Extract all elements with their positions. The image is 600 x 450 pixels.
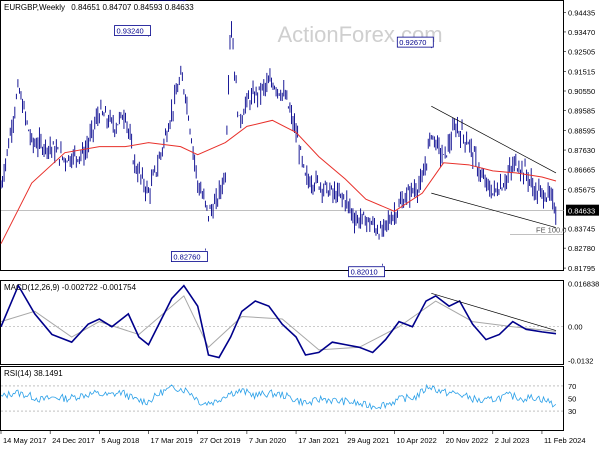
x-tick-label: 27 Oct 2019 bbox=[200, 436, 241, 445]
macd-signal-line bbox=[0, 295, 557, 351]
price-tick-label: 0.85675 bbox=[568, 186, 595, 195]
chart-title: EURGBP,Weekly 0.84651 0.84707 0.84593 0.… bbox=[4, 3, 194, 12]
rsi-tick-label: 30 bbox=[568, 407, 576, 416]
wedge-lower-line bbox=[431, 192, 557, 228]
annotation-box bbox=[348, 266, 385, 278]
x-tick-label: 5 Aug 2018 bbox=[101, 436, 139, 445]
macd-label: MACD(12,26,9) -0.002722 -0.001754 bbox=[4, 283, 137, 292]
x-tick-label: 29 Aug 2021 bbox=[347, 436, 389, 445]
price-tick-label: 0.93470 bbox=[568, 28, 595, 37]
price-tick-label: 0.83745 bbox=[568, 225, 595, 234]
price-panel-frame bbox=[0, 0, 564, 271]
annotation-label: 0.82760 bbox=[173, 253, 200, 262]
rsi-series bbox=[0, 383, 564, 412]
chart-ohlc: 0.84651 0.84707 0.84593 0.84633 bbox=[71, 3, 194, 12]
annotation-box bbox=[396, 36, 434, 48]
x-tick-label: 11 Feb 2024 bbox=[544, 436, 586, 445]
price-tick-label: 0.90550 bbox=[568, 87, 595, 96]
price-tick-label: 0.82780 bbox=[568, 244, 595, 253]
x-tick-label: 24 Dec 2017 bbox=[52, 436, 95, 445]
macd-line bbox=[0, 283, 557, 359]
x-tick-label: 14 May 2017 bbox=[3, 436, 46, 445]
last-price-label: 0.84633 bbox=[568, 207, 595, 216]
macd-series bbox=[0, 283, 564, 359]
annotation-label: 0.82010 bbox=[351, 268, 378, 277]
annotation-box bbox=[170, 251, 208, 262]
price-tick-label: 0.92505 bbox=[568, 47, 595, 56]
wedge-upper-line bbox=[431, 105, 557, 174]
rsi-y-ticks: 70 50 30 bbox=[568, 382, 576, 416]
last-price-box bbox=[566, 204, 599, 216]
macd-panel-frame bbox=[0, 280, 564, 365]
x-tick-label: 2 Jul 2023 bbox=[495, 436, 530, 445]
x-tick-label: 10 Apr 2022 bbox=[396, 436, 436, 445]
price-tick-label: 0.94435 bbox=[568, 8, 595, 17]
rsi-line bbox=[0, 383, 557, 411]
chart-title-symbol: EURGBP,Weekly bbox=[4, 3, 65, 12]
annotation-box bbox=[114, 25, 151, 36]
price-y-ticks: 0.94435 0.93470 0.92505 0.91515 0.90550 0.895… bbox=[563, 8, 599, 273]
fe-label: FE 100.0 bbox=[536, 226, 566, 235]
annotation-label: 0.92670 bbox=[399, 38, 426, 47]
x-tick-label: 7 Jun 2020 bbox=[249, 436, 286, 445]
x-axis-ticks: 14 May 2017 24 Dec 2017 5 Aug 2018 17 Mar 2… bbox=[0, 430, 586, 445]
price-tick-label: 0.87630 bbox=[568, 146, 595, 155]
rsi-panel-frame bbox=[0, 366, 564, 431]
ma-line bbox=[0, 119, 557, 244]
rsi-tick-label: 50 bbox=[568, 395, 576, 404]
annotation-label: 0.93240 bbox=[117, 27, 144, 36]
price-bars bbox=[0, 21, 557, 240]
price-tick-label: 0.88595 bbox=[568, 127, 595, 136]
x-tick-label: 17 Jan 2021 bbox=[298, 436, 339, 445]
macd-y-ticks: 0.016838 0.00 -0.0132 bbox=[568, 279, 599, 365]
macd-tick-label: -0.0132 bbox=[568, 357, 593, 366]
x-tick-label: 17 Mar 2019 bbox=[151, 436, 193, 445]
price-tick-label: 0.81795 bbox=[568, 264, 595, 273]
macd-tick-label: 0.00 bbox=[568, 323, 583, 332]
price-trendlines bbox=[431, 105, 557, 228]
price-tick-label: 0.91515 bbox=[568, 67, 595, 76]
price-tick-label: 0.86665 bbox=[568, 166, 595, 175]
macd-tick-label: 0.016838 bbox=[568, 279, 599, 288]
rsi-tick-label: 70 bbox=[568, 382, 576, 391]
macd-trendline bbox=[431, 292, 557, 331]
price-tick-label: 0.89585 bbox=[568, 107, 595, 116]
rsi-label: RSI(14) 38.1491 bbox=[4, 369, 63, 378]
moving-average bbox=[0, 119, 557, 244]
x-tick-label: 20 Nov 2022 bbox=[446, 436, 489, 445]
